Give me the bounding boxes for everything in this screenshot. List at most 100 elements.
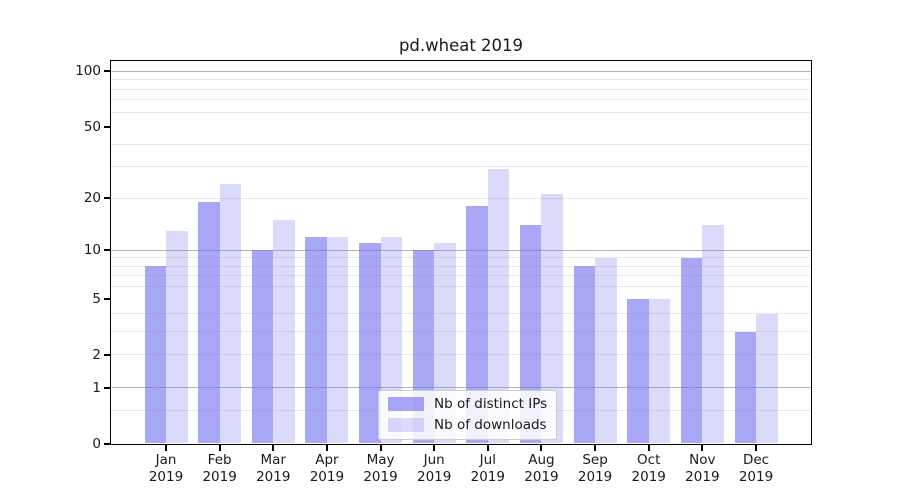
- x-tick-month: Oct: [637, 451, 661, 468]
- y-axis-tick: [104, 386, 110, 389]
- x-tick-year: 2019: [309, 468, 345, 485]
- x-tick-label: Dec 2019: [723, 452, 789, 486]
- bar-downloads: [702, 225, 724, 444]
- y-tick-label: 10: [83, 242, 101, 259]
- gridline-minor: [111, 88, 811, 90]
- gridline-minor: [111, 331, 811, 333]
- x-axis-tick: [379, 445, 382, 451]
- legend-label-distinct-ips: Nb of distinct IPs: [434, 396, 548, 412]
- y-tick-label: 100: [75, 63, 101, 80]
- x-tick-month: Dec: [742, 451, 770, 468]
- gridline-major: [111, 249, 811, 251]
- y-tick-label: 20: [83, 190, 101, 207]
- bar-downloads: [166, 230, 188, 444]
- legend-item-distinct-ips: Nb of distinct IPs: [388, 396, 547, 412]
- y-axis-tick: [104, 125, 110, 128]
- gridline-major: [111, 387, 811, 389]
- y-axis-tick: [104, 197, 110, 200]
- legend-item-downloads: Nb of downloads: [388, 417, 547, 433]
- gridline-minor: [111, 257, 811, 259]
- x-tick-label: Mar 2019: [240, 452, 306, 486]
- bar-distinct-ips: [734, 331, 756, 444]
- x-tick-label: Jan 2019: [133, 452, 199, 486]
- bar-downloads: [595, 257, 617, 444]
- x-axis-tick: [433, 445, 436, 451]
- x-tick-label: Nov 2019: [669, 452, 735, 486]
- x-tick-label: Sep 2019: [562, 452, 628, 486]
- x-tick-year: 2019: [577, 468, 613, 485]
- x-tick-label: Oct 2019: [616, 452, 682, 486]
- legend-swatch-downloads: [388, 418, 424, 432]
- x-axis-tick: [218, 445, 221, 451]
- bar-distinct-ips: [251, 250, 274, 444]
- x-tick-month: Feb: [207, 451, 232, 468]
- x-tick-year: 2019: [524, 468, 559, 485]
- gridline-minor: [111, 197, 811, 199]
- gridline-minor: [111, 166, 811, 168]
- bar-distinct-ips: [198, 202, 220, 444]
- gridline-minor: [111, 79, 811, 81]
- bar-distinct-ips: [573, 266, 596, 444]
- bar-downloads: [487, 169, 510, 444]
- y-axis-tick: [104, 442, 110, 445]
- x-tick-label: Jun 2019: [401, 452, 467, 486]
- x-axis-tick: [647, 445, 650, 451]
- x-tick-month: Nov: [689, 451, 716, 468]
- gridline-minor: [111, 354, 811, 356]
- y-tick-label: 50: [83, 118, 101, 135]
- y-axis-tick: [104, 70, 110, 73]
- x-tick-month: Jan: [155, 451, 177, 468]
- bar-downloads: [541, 194, 563, 444]
- y-axis-tick: [104, 353, 110, 356]
- x-tick-month: Apr: [315, 451, 339, 468]
- x-tick-month: Sep: [582, 451, 608, 468]
- x-tick-year: 2019: [685, 468, 720, 485]
- chart-title: pd.wheat 2019: [398, 36, 524, 55]
- bar-distinct-ips: [359, 243, 381, 444]
- x-tick-label: Jul 2019: [455, 452, 521, 486]
- x-tick-year: 2019: [363, 468, 398, 485]
- x-tick-month: Mar: [260, 451, 286, 468]
- gridline-minor: [111, 99, 811, 101]
- gridline-minor: [111, 143, 811, 145]
- bar-distinct-ips: [627, 299, 649, 444]
- gridline-minor: [111, 111, 811, 113]
- y-tick-label: 0: [92, 435, 101, 452]
- gridline-major: [111, 70, 811, 72]
- x-tick-year: 2019: [470, 468, 505, 485]
- bar-downloads: [326, 236, 349, 444]
- x-tick-label: May 2019: [348, 452, 414, 486]
- x-axis-tick: [594, 445, 597, 451]
- gridline-minor: [111, 313, 811, 315]
- x-tick-label: Apr 2019: [294, 452, 360, 486]
- gridline-minor: [111, 286, 811, 288]
- y-axis-tick: [104, 249, 110, 252]
- bar-downloads: [756, 313, 778, 444]
- x-tick-year: 2019: [148, 468, 184, 485]
- y-tick-label: 5: [92, 291, 101, 308]
- gridline-minor: [111, 275, 811, 277]
- x-axis-tick: [540, 445, 543, 451]
- x-tick-year: 2019: [416, 468, 452, 485]
- legend: Nb of distinct IPs Nb of downloads: [378, 390, 558, 440]
- bar-distinct-ips: [144, 266, 166, 444]
- x-tick-label: Feb 2019: [187, 452, 253, 486]
- bar-distinct-ips: [519, 225, 542, 444]
- x-tick-year: 2019: [738, 468, 774, 485]
- bar-distinct-ips: [680, 257, 703, 444]
- x-tick-month: Aug: [528, 451, 555, 468]
- x-tick-label: Aug 2019: [508, 452, 574, 486]
- x-axis-tick: [272, 445, 275, 451]
- bar-downloads: [273, 219, 295, 444]
- y-tick-label: 2: [92, 346, 101, 363]
- x-axis-tick: [701, 445, 704, 451]
- bar-distinct-ips: [466, 206, 488, 444]
- bar-downloads: [219, 184, 242, 444]
- x-tick-month: Jul: [479, 451, 496, 468]
- x-tick-year: 2019: [202, 468, 237, 485]
- x-axis-tick: [325, 445, 328, 451]
- y-tick-label: 1: [92, 379, 101, 396]
- gridline-minor: [111, 265, 811, 267]
- y-axis-tick: [104, 298, 110, 301]
